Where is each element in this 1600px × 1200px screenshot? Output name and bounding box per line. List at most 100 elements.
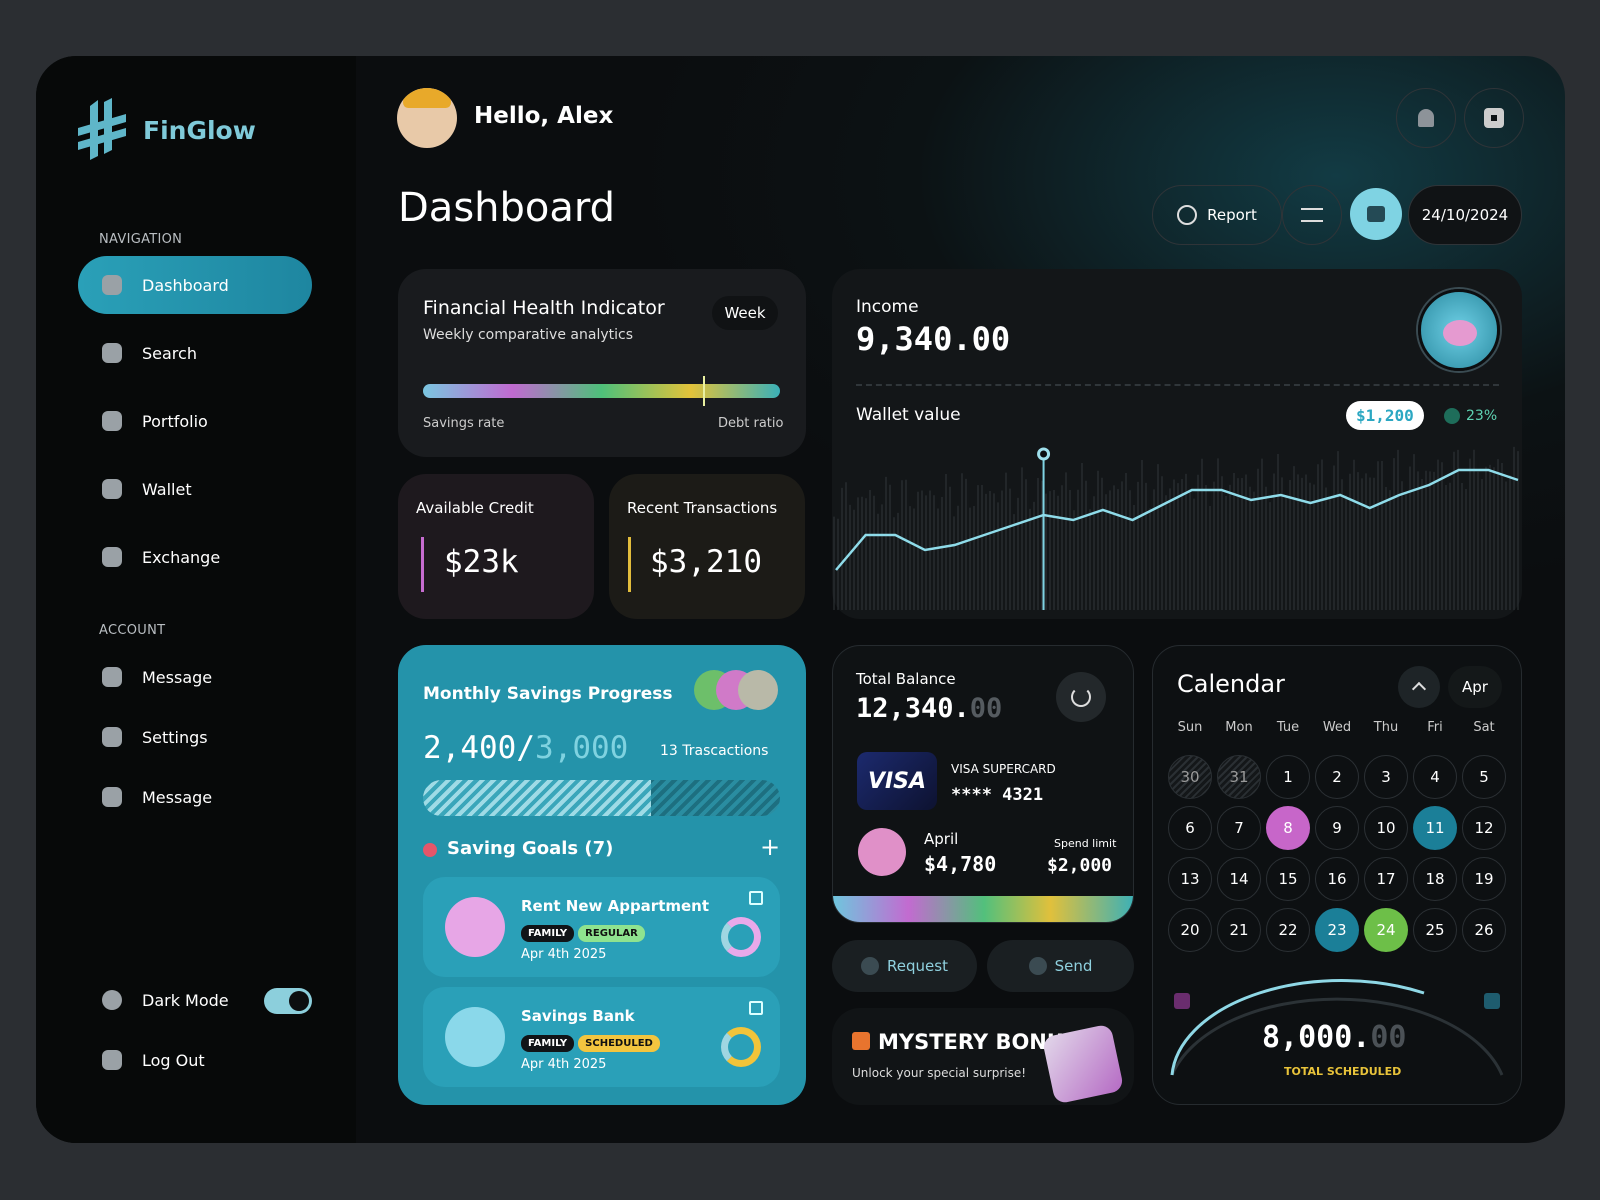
avatar[interactable] [397, 88, 457, 148]
health-subtitle: Weekly comparative analytics [423, 327, 633, 343]
weekday: Wed [1322, 720, 1352, 735]
calendar-day[interactable]: 9 [1315, 806, 1359, 850]
balance-decimals: 00 [969, 693, 1003, 724]
calendar-day[interactable]: 13 [1168, 857, 1212, 901]
period[interactable]: Week [712, 296, 778, 330]
icon [102, 787, 122, 807]
send-button[interactable]: Send [987, 940, 1134, 992]
divider [856, 384, 1499, 386]
calendar-day[interactable]: 22 [1266, 908, 1310, 952]
weekday: Sat [1473, 720, 1495, 735]
add-goal[interactable]: + [760, 833, 781, 861]
goal-card[interactable]: Rent New Appartment FAMILY REGULAR Apr 4th … [423, 877, 780, 977]
nav-item[interactable]: Message [78, 648, 312, 706]
rainbow-strip [833, 896, 1133, 922]
account-title: ACCOUNT [99, 623, 166, 638]
logout[interactable]: Log Out [78, 1031, 312, 1089]
calendar-day[interactable]: 8 [1266, 806, 1310, 850]
calendar-day[interactable]: 6 [1168, 806, 1212, 850]
goal-date: Apr 4th 2025 [521, 947, 607, 962]
tag: SCHEDULED [578, 1035, 660, 1052]
calendar-day[interactable]: 12 [1462, 806, 1506, 850]
calendar-day[interactable]: 10 [1364, 806, 1408, 850]
icon [102, 275, 122, 295]
nav-item[interactable]: Message [78, 768, 312, 826]
nav-item[interactable]: Portfolio [78, 392, 312, 450]
tag: REGULAR [578, 925, 645, 942]
open-link[interactable] [749, 891, 763, 905]
dark-mode[interactable]: Dark Mode [78, 971, 312, 1029]
nav-item[interactable]: Search [78, 324, 312, 382]
calendar-title: Calendar [1177, 670, 1285, 698]
icon [102, 667, 122, 687]
calendar-day[interactable]: 18 [1413, 857, 1457, 901]
apps[interactable] [1464, 88, 1524, 148]
calendar-day[interactable]: 24 [1364, 908, 1408, 952]
nav-item[interactable]: Wallet [78, 460, 312, 518]
period-label: Week [724, 304, 766, 322]
marker-dot [1037, 447, 1051, 461]
filter-button[interactable] [1282, 185, 1342, 245]
icon [102, 479, 122, 499]
calendar-button[interactable] [1350, 188, 1402, 240]
limit-label: Spend limit [1054, 837, 1117, 850]
icon [102, 1050, 122, 1070]
saved: 2,400 [423, 730, 517, 766]
calendar-day[interactable]: 11 [1413, 806, 1457, 850]
icon [102, 727, 122, 747]
date[interactable]: 24/10/2024 [1408, 185, 1522, 245]
label: Request [887, 957, 948, 975]
calendar-day[interactable]: 26 [1462, 908, 1506, 952]
toggle[interactable] [264, 988, 312, 1014]
calendar-day[interactable]: 31 [1217, 755, 1261, 799]
refresh[interactable] [1056, 672, 1106, 722]
nav-item[interactable]: Dashboard [78, 256, 312, 314]
calendar-day[interactable]: 4 [1413, 755, 1457, 799]
nav-item[interactable]: Settings [78, 708, 312, 766]
transactions-card [609, 474, 805, 619]
calendar-day[interactable]: 15 [1266, 857, 1310, 901]
brand: FinGlow [143, 116, 256, 145]
calendar-day[interactable]: 30 [1168, 755, 1212, 799]
calendar-day[interactable]: 25 [1413, 908, 1457, 952]
income-card [832, 269, 1522, 619]
transactions-label: Recent Transactions [627, 499, 778, 517]
icon [102, 343, 122, 363]
calendar-day[interactable]: 3 [1364, 755, 1408, 799]
calendar-day[interactable]: 2 [1315, 755, 1359, 799]
calendar-day[interactable]: 23 [1315, 908, 1359, 952]
goal-name: Rent New Appartment [521, 897, 710, 915]
goal-icon [445, 897, 505, 957]
goal-card[interactable]: Savings Bank FAMILY SCHEDULED Apr 4th 2025 [423, 987, 780, 1087]
change: 23% [1466, 408, 1498, 424]
tag: FAMILY [521, 1035, 575, 1052]
calendar-day[interactable]: 5 [1462, 755, 1506, 799]
calendar-day[interactable]: 16 [1315, 857, 1359, 901]
icon [1411, 681, 1427, 697]
calendar-day[interactable]: 7 [1217, 806, 1261, 850]
notifications[interactable] [1396, 88, 1456, 148]
open-link[interactable] [749, 1001, 763, 1015]
weekday: Mon [1225, 720, 1253, 735]
calendar-day[interactable]: 20 [1168, 908, 1212, 952]
report-button[interactable]: Report [1152, 185, 1282, 245]
hat [403, 88, 451, 108]
month-select[interactable]: Apr [1448, 666, 1502, 708]
weekday: Tue [1276, 720, 1300, 735]
icon [102, 990, 122, 1010]
transactions-accent [628, 537, 631, 592]
calendar-day[interactable]: 21 [1217, 908, 1261, 952]
label: Search [142, 343, 197, 363]
label: Settings [142, 727, 208, 747]
month-toggle[interactable] [1398, 666, 1440, 708]
calendar-day[interactable]: 17 [1364, 857, 1408, 901]
request-button[interactable]: Request [832, 940, 977, 992]
calendar-day[interactable]: 14 [1217, 857, 1261, 901]
calendar-day[interactable]: 1 [1266, 755, 1310, 799]
label: Wallet [142, 479, 192, 499]
wallet-chart [833, 446, 1519, 610]
nav-item[interactable]: Exchange [78, 528, 312, 586]
credit-label: Available Credit [416, 499, 534, 517]
calendar-day[interactable]: 19 [1462, 857, 1506, 901]
